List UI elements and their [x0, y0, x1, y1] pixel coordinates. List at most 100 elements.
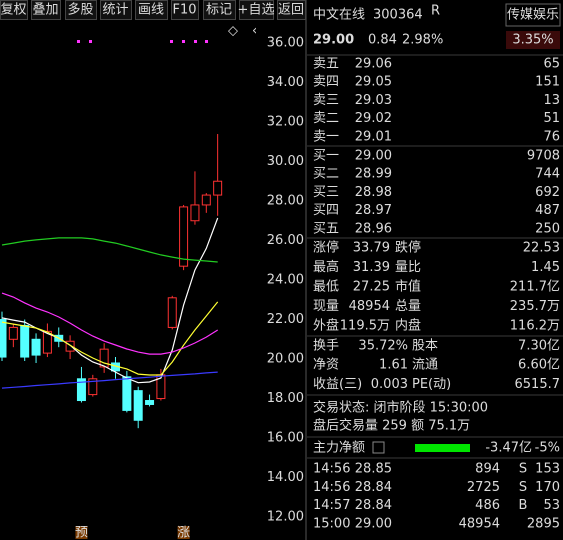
flow-pct: -5%: [535, 441, 560, 456]
tick-side: S: [519, 462, 527, 477]
stat-label: 跌停: [395, 240, 421, 256]
y-tick-label: 32.00: [267, 114, 304, 129]
tick-side: S: [519, 480, 527, 495]
book-price: 29.01: [355, 129, 392, 144]
book-volume: 744: [535, 167, 560, 182]
fund-value: 7.30亿: [518, 339, 560, 354]
trade-status: 交易状态: 闭市阶段 15:30:00: [313, 400, 488, 416]
marker-box: [75, 526, 88, 539]
tick-side: B: [519, 498, 528, 513]
candle-body: [8, 326, 18, 340]
toolbar-label: +自选: [238, 3, 275, 18]
book-volume: 487: [535, 203, 560, 218]
price: 29.00: [313, 33, 354, 48]
toolbar-button[interactable]: [277, 0, 306, 20]
sector-name: 传媒娱乐: [507, 8, 559, 23]
badge: R: [431, 4, 440, 19]
candle-body: [20, 324, 30, 358]
tick-count: 53: [543, 498, 560, 513]
candle-body: [213, 180, 223, 196]
stat-value: 31.39: [353, 260, 390, 275]
stat-value: 1.45: [531, 260, 560, 275]
marker-box: [177, 526, 190, 539]
toolbar-button[interactable]: [0, 0, 28, 20]
y-tick-label: 24.00: [267, 273, 304, 288]
toolbar-label: 标记: [206, 3, 232, 18]
sector-change: 3.35%: [512, 33, 553, 48]
diamond-icon[interactable]: ◇: [228, 24, 238, 39]
stock-code: 300364: [373, 8, 423, 23]
toolbar-button[interactable]: [31, 0, 61, 20]
toolbar-label: 复权: [0, 2, 26, 18]
stat-value: 33.79: [353, 241, 390, 256]
fund-label: 换手: [313, 339, 339, 354]
book-volume: 51: [543, 111, 560, 126]
tick-price: 28.84: [355, 480, 392, 495]
stat-label: 现量: [313, 299, 339, 314]
toolbar-button[interactable]: [171, 0, 199, 20]
tick-price: 28.84: [355, 498, 392, 513]
sector-box[interactable]: [505, 3, 561, 27]
fund-value: 0.003: [371, 377, 408, 392]
toolbar-button[interactable]: [135, 0, 168, 20]
toolbar-label: 统计: [102, 3, 128, 18]
book-label: 买二: [313, 167, 339, 182]
book-label: 卖三: [313, 93, 339, 108]
back-icon[interactable]: ‹: [252, 24, 257, 39]
tick-time: 14:56: [313, 462, 350, 477]
y-tick-label: 16.00: [267, 431, 304, 446]
stat-label: 内盘: [395, 318, 421, 334]
book-volume: 692: [535, 185, 560, 200]
candle-body: [190, 204, 200, 222]
y-tick-label: 34.00: [267, 75, 304, 90]
tick-count: 2895: [527, 516, 560, 531]
fund-label: 股本: [412, 339, 438, 354]
toolbar-button[interactable]: [100, 0, 132, 20]
y-tick-label: 12.00: [267, 510, 304, 525]
book-label: 买三: [313, 185, 339, 200]
candle-body: [76, 378, 86, 402]
fund-label: 净资: [313, 358, 339, 373]
tick-time: 14:56: [313, 480, 350, 495]
tick-time: 15:00: [313, 516, 350, 531]
y-tick-label: 14.00: [267, 470, 304, 485]
book-price: 29.00: [355, 149, 392, 164]
book-label: 卖五: [313, 57, 339, 72]
book-price: 28.98: [355, 185, 392, 200]
toolbar-button[interactable]: [239, 0, 274, 20]
flow-icon[interactable]: [372, 441, 385, 454]
fund-value: 6515.7: [515, 377, 561, 392]
stat-label: 涨停: [313, 240, 339, 256]
book-price: 28.96: [355, 221, 392, 236]
book-label: 卖四: [313, 75, 339, 90]
y-tick-label: 18.00: [267, 391, 304, 406]
y-tick-label: 36.00: [267, 35, 304, 50]
stat-label: 最高: [313, 259, 339, 275]
marker-label: 预: [75, 526, 88, 540]
stat-value: 119.5万: [340, 319, 390, 334]
toolbar-button[interactable]: [203, 0, 236, 20]
candle-body: [0, 319, 7, 358]
book-price: 29.06: [355, 57, 392, 72]
book-price: 29.03: [355, 93, 392, 108]
ma-line: [1, 237, 218, 263]
flow-value: -3.47亿: [485, 441, 532, 456]
candle-body: [65, 340, 75, 352]
candle-body: [179, 206, 189, 267]
ma-line: [1, 371, 218, 389]
stock-name: 中文在线: [313, 8, 365, 23]
book-label: 卖一: [313, 129, 339, 144]
candle-body: [31, 338, 41, 356]
stat-label: 外盘: [313, 318, 339, 334]
tick-time: 14:57: [313, 498, 350, 513]
book-label: 卖二: [313, 111, 339, 126]
toolbar-label: 叠加: [32, 3, 58, 18]
after-hours: 盘后交易量 259 额 75.1万: [313, 418, 470, 434]
book-volume: 9708: [527, 149, 560, 164]
toolbar-button[interactable]: [65, 0, 97, 20]
candle-body: [99, 348, 109, 368]
book-label: 买四: [313, 203, 339, 218]
candle-body: [201, 194, 211, 206]
candle-body: [145, 400, 155, 405]
y-tick-label: 22.00: [267, 312, 304, 327]
